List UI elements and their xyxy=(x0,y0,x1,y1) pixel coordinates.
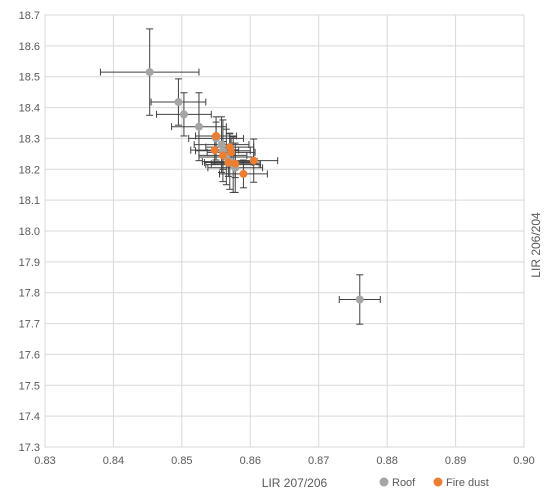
x-tick-label: 0.85 xyxy=(171,455,192,467)
data-point-fire-dust xyxy=(212,131,221,140)
data-point-roof xyxy=(145,68,154,77)
data-point-fire-dust xyxy=(231,159,240,168)
data-point-roof xyxy=(179,110,188,119)
y-tick-label: 17.6 xyxy=(19,349,40,361)
x-tick-label: 0.90 xyxy=(513,455,534,467)
y-tick-label: 18.3 xyxy=(19,133,40,145)
x-tick-label: 0.83 xyxy=(34,455,55,467)
y-tick-label: 17.5 xyxy=(19,380,40,392)
x-tick-label: 0.89 xyxy=(445,455,466,467)
y-tick-label: 18.6 xyxy=(19,41,40,53)
y-tick-label: 17.8 xyxy=(19,288,40,300)
data-points xyxy=(145,68,364,304)
data-point-fire-dust xyxy=(227,148,236,157)
y-tick-label: 18.4 xyxy=(19,103,40,115)
y-tick-label: 18.2 xyxy=(19,164,40,176)
y-tick-label: 17.3 xyxy=(19,442,40,454)
x-axis-label: LIR 207/206 xyxy=(262,476,328,490)
x-tick-label: 0.87 xyxy=(308,455,329,467)
legend-marker-roof xyxy=(379,477,389,487)
y-tick-label: 17.7 xyxy=(19,319,40,331)
y-axis-ticks: 17.3 17.4 17.5 17.6 17.7 17.8 17.9 18.0 18.1 18.2… xyxy=(19,10,40,454)
x-tick-label: 0.88 xyxy=(376,455,397,467)
plot-area-border xyxy=(44,14,525,448)
data-point-fire-dust xyxy=(218,151,227,160)
y-tick-label: 18.0 xyxy=(19,226,40,238)
x-axis-ticks: 0.83 0.84 0.85 0.86 0.87 0.88 0.89 0.90 xyxy=(34,455,534,467)
data-point-roof xyxy=(355,295,364,304)
data-point-fire-dust xyxy=(224,158,233,167)
x-tick-label: 0.86 xyxy=(240,455,261,467)
data-point-fire-dust xyxy=(210,146,219,155)
data-point-fire-dust xyxy=(239,169,248,178)
data-point-fire-dust xyxy=(249,156,258,165)
data-point-roof xyxy=(194,122,203,131)
legend-marker-fire-dust xyxy=(433,477,443,487)
legend-label-fire-dust: Fire dust xyxy=(446,477,489,489)
y-tick-label: 17.9 xyxy=(19,257,40,269)
y-tick-label: 18.1 xyxy=(19,195,40,207)
plot-frame xyxy=(44,14,525,448)
legend-label-roof: Roof xyxy=(392,477,416,489)
data-point-roof xyxy=(217,140,226,149)
y-tick-label: 17.4 xyxy=(19,411,40,423)
y-axis-label: LIR 206/204 xyxy=(529,212,543,278)
y-tick-label: 18.5 xyxy=(19,72,40,84)
legend: Roof Fire dust xyxy=(379,477,489,489)
data-point-roof xyxy=(174,98,183,107)
x-tick-label: 0.84 xyxy=(103,455,124,467)
y-tick-label: 18.7 xyxy=(19,10,40,22)
